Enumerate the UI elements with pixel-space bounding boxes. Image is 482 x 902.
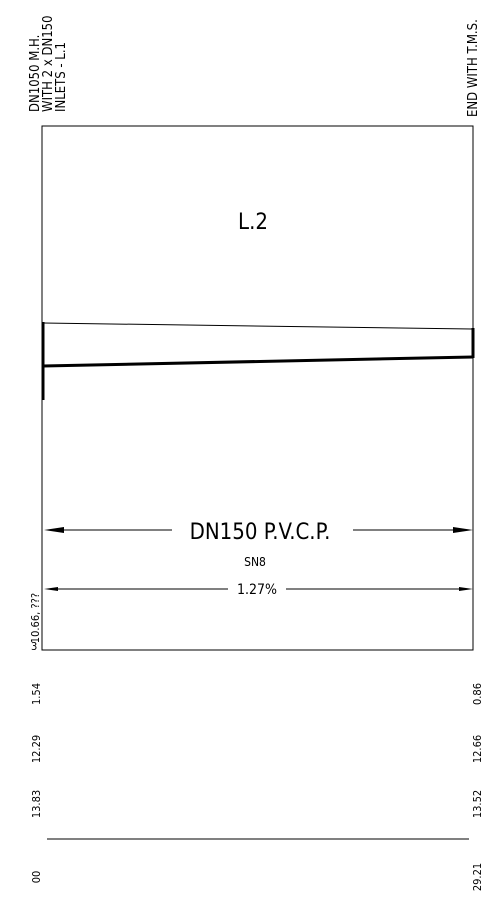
- grade-label: 1.27%: [237, 582, 277, 598]
- pipe-invert-line: [42, 355, 474, 368]
- pipe-top-line: [42, 322, 473, 330]
- data-row-1-left: 1.54: [30, 683, 43, 705]
- pipe-size-arrow-right: [453, 527, 473, 533]
- pipe-size-label: DN150 P.V.C.P.: [190, 520, 331, 545]
- data-row-3-left: 13.83: [30, 790, 43, 818]
- section-label: L.2: [238, 210, 268, 235]
- manhole-label-line-1: DN1050 M.H.: [28, 35, 43, 112]
- pipe-size-arrow-left: [44, 527, 64, 533]
- section-frame: [41, 125, 474, 651]
- pipe-class-label: SN8: [244, 555, 266, 569]
- left-level-label: 10.66, ???: [29, 593, 42, 643]
- data-row-1-right: 0.86: [471, 683, 482, 705]
- grade-arrow-right: [459, 587, 473, 591]
- data-row-2-left: 12.29: [30, 735, 43, 763]
- manhole-label-line-3: INLETS - L.1: [54, 42, 69, 112]
- data-row-4-right: 29.21: [471, 863, 482, 891]
- data-row-3-right: 13.52: [471, 790, 482, 818]
- end-label: END WITH T.M.S.: [466, 19, 481, 117]
- grade-arrow-left: [44, 587, 58, 591]
- data-row-2-right: 12.66: [471, 735, 482, 763]
- left-three-label: 3: [31, 640, 37, 653]
- manhole-label-line-2: WITH 2 x DN150: [41, 15, 56, 112]
- data-row-4-left: 00: [30, 871, 43, 884]
